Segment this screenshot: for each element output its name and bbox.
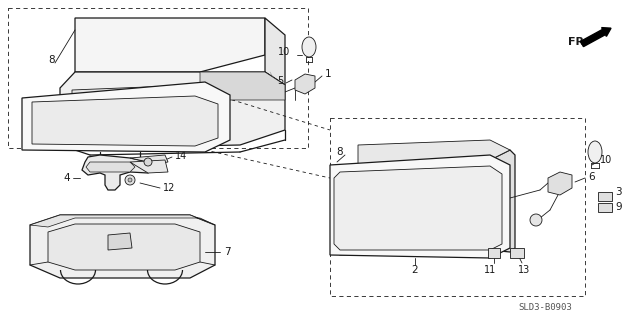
Text: 10: 10 — [600, 155, 612, 165]
Polygon shape — [335, 162, 510, 255]
Bar — [598, 203, 612, 212]
Text: 12: 12 — [163, 183, 175, 193]
Polygon shape — [358, 140, 510, 165]
Circle shape — [128, 178, 132, 182]
Text: SLD3-B0903: SLD3-B0903 — [518, 303, 572, 313]
Text: 8: 8 — [337, 147, 343, 157]
Polygon shape — [86, 162, 135, 172]
Bar — [598, 192, 612, 201]
Polygon shape — [490, 150, 515, 252]
Polygon shape — [265, 18, 285, 85]
Circle shape — [125, 175, 135, 185]
Text: 8: 8 — [49, 55, 55, 65]
Bar — [488, 248, 500, 258]
Polygon shape — [330, 155, 510, 258]
Polygon shape — [130, 155, 168, 165]
Polygon shape — [130, 160, 168, 173]
Polygon shape — [72, 85, 200, 141]
Text: 2: 2 — [412, 265, 419, 275]
Circle shape — [144, 158, 152, 166]
Text: 5: 5 — [276, 76, 283, 86]
Text: 3: 3 — [615, 187, 621, 197]
Polygon shape — [108, 233, 132, 250]
Text: 11: 11 — [484, 265, 496, 275]
Polygon shape — [60, 72, 285, 148]
Bar — [8, 8, 308, 148]
Text: 9: 9 — [615, 202, 621, 212]
Polygon shape — [548, 172, 572, 195]
Polygon shape — [82, 155, 155, 190]
Polygon shape — [48, 224, 200, 270]
Text: 10: 10 — [278, 47, 290, 57]
Circle shape — [530, 214, 542, 226]
Polygon shape — [30, 215, 215, 227]
Polygon shape — [32, 96, 218, 146]
Polygon shape — [75, 18, 265, 72]
Polygon shape — [334, 166, 502, 250]
Text: 6: 6 — [588, 172, 595, 182]
Text: FR.: FR. — [568, 37, 589, 47]
Text: 14: 14 — [175, 151, 188, 161]
Ellipse shape — [588, 141, 602, 163]
Polygon shape — [295, 74, 315, 94]
FancyArrow shape — [580, 28, 611, 47]
Polygon shape — [30, 215, 215, 278]
Polygon shape — [22, 82, 230, 152]
Bar — [330, 118, 585, 296]
Text: 4: 4 — [63, 173, 70, 183]
Text: 1: 1 — [325, 69, 332, 79]
Text: 7: 7 — [224, 247, 230, 257]
Bar — [510, 248, 524, 258]
Text: 13: 13 — [518, 265, 530, 275]
Polygon shape — [200, 72, 285, 100]
Ellipse shape — [302, 37, 316, 57]
